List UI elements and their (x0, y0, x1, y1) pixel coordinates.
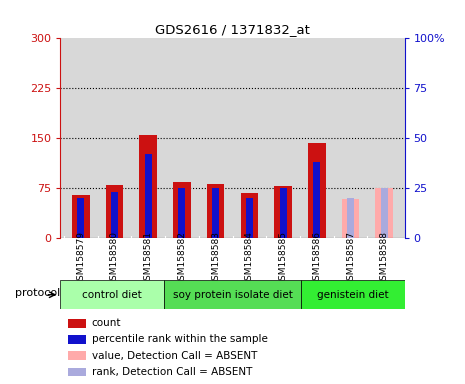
Bar (212, 188, 219, 238)
Text: rank, Detection Call = ABSENT: rank, Detection Call = ABSENT (92, 367, 252, 377)
Bar (77, 198, 84, 238)
Text: value, Detection Call = ABSENT: value, Detection Call = ABSENT (92, 351, 257, 361)
Text: soy protein isolate diet: soy protein isolate diet (173, 290, 292, 300)
Bar (313, 162, 320, 238)
Text: GSM158587: GSM158587 (346, 231, 355, 286)
Bar (60, 280, 164, 309)
Text: GSM158585: GSM158585 (279, 231, 288, 286)
Bar (308, 143, 326, 238)
Text: protocol: protocol (15, 288, 60, 298)
Bar (279, 188, 286, 238)
Text: GSM158586: GSM158586 (312, 231, 321, 286)
Bar (68, 319, 86, 328)
Bar (274, 186, 292, 238)
Bar (164, 280, 301, 309)
Bar (68, 367, 86, 376)
Text: GSM158582: GSM158582 (177, 231, 186, 286)
Bar (145, 154, 152, 238)
Text: GSM158579: GSM158579 (76, 231, 85, 286)
Text: GSM158580: GSM158580 (110, 231, 119, 286)
Bar (179, 188, 186, 238)
Bar (173, 182, 191, 238)
Bar (68, 351, 86, 360)
Text: GSM158588: GSM158588 (380, 231, 389, 286)
Title: GDS2616 / 1371832_at: GDS2616 / 1371832_at (155, 23, 310, 36)
Text: GSM158584: GSM158584 (245, 231, 254, 286)
Text: genistein diet: genistein diet (317, 290, 389, 300)
Bar (301, 280, 405, 309)
Text: GSM158581: GSM158581 (144, 231, 153, 286)
Bar (375, 188, 393, 238)
Text: percentile rank within the sample: percentile rank within the sample (92, 334, 267, 344)
Bar (246, 198, 253, 238)
Text: control diet: control diet (82, 290, 142, 300)
Bar (111, 192, 118, 238)
Bar (140, 135, 157, 238)
Bar (381, 188, 388, 238)
Text: count: count (92, 318, 121, 328)
Bar (68, 335, 86, 344)
Text: GSM158583: GSM158583 (211, 231, 220, 286)
Bar (240, 193, 258, 238)
Bar (207, 184, 225, 238)
Bar (347, 198, 354, 238)
Bar (72, 195, 90, 238)
Bar (106, 185, 123, 238)
Bar (342, 199, 359, 238)
